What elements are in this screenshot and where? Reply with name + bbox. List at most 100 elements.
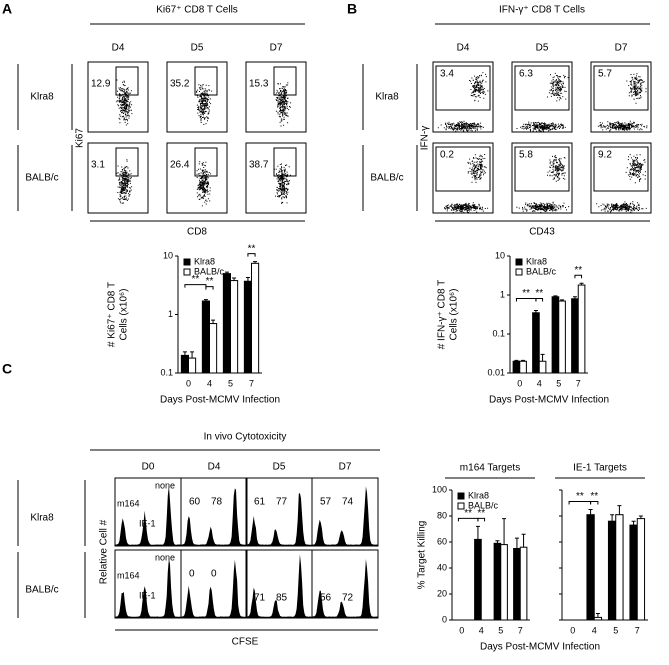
- error-bar: [521, 533, 526, 548]
- error-bar: [211, 319, 216, 324]
- bar: [474, 538, 482, 621]
- error-bar: [514, 359, 519, 362]
- bar: [607, 520, 617, 621]
- gate-value: 5.8: [519, 150, 533, 161]
- gate: [514, 146, 570, 192]
- legend-label: Klra8: [468, 490, 489, 500]
- gate: [115, 66, 139, 96]
- x-tick-label: 7: [576, 378, 581, 388]
- x-axis-label: Days Post-MCMV Infection: [160, 395, 280, 406]
- legend-swatch: [515, 268, 523, 276]
- plot-frame: [245, 61, 307, 133]
- error-bar: [610, 514, 615, 522]
- killing-value: 57: [320, 497, 332, 508]
- gate-value: 26.4: [170, 160, 190, 171]
- y-tick-label: 0: [442, 614, 447, 624]
- error-bar: [253, 261, 258, 264]
- gate-value: 3.4: [440, 69, 454, 80]
- bar: [180, 354, 190, 374]
- histogram: [312, 559, 378, 618]
- y-tick-label: 60: [437, 536, 447, 546]
- significance-bracket: [477, 517, 486, 522]
- x-tick-label: 5: [556, 378, 561, 388]
- error-bar: [533, 310, 538, 313]
- plot-frame: [511, 61, 573, 133]
- bar: [636, 518, 646, 621]
- bar: [222, 273, 232, 374]
- histogram: [246, 493, 312, 546]
- error-bar: [203, 299, 208, 302]
- error-bar: [617, 505, 622, 515]
- events: [116, 79, 133, 126]
- y-tick-label: 10: [163, 250, 173, 260]
- x-tick-label: 5: [613, 625, 618, 635]
- bar: [551, 296, 560, 374]
- plot-frame: [87, 61, 149, 133]
- bar: [230, 280, 239, 374]
- y-tick-label: 1: [168, 309, 173, 319]
- row-label: Klra8: [30, 92, 54, 103]
- x-tick-label: 4: [479, 625, 484, 635]
- row-label: Klra8: [375, 92, 399, 103]
- bar: [201, 300, 211, 374]
- legend-swatch: [457, 492, 465, 500]
- histogram: [181, 488, 247, 546]
- error-bar: [224, 271, 229, 274]
- significance-bracket: [535, 298, 544, 302]
- gate: [593, 146, 649, 192]
- column-label: D4: [208, 462, 221, 473]
- panel-title: Ki67⁺ CD8 T Cells: [156, 5, 238, 16]
- column-label: D5: [536, 43, 549, 54]
- x-tick-label: 0: [459, 625, 464, 635]
- x-tick-label: 0: [517, 378, 522, 388]
- error-bar: [502, 518, 507, 545]
- gate: [194, 147, 218, 177]
- column-label: D4: [457, 43, 470, 54]
- gate: [115, 147, 139, 177]
- error-bar: [514, 537, 519, 549]
- error-bar: [560, 299, 565, 302]
- significance-bracket: [590, 501, 599, 505]
- significance-bracket: [247, 253, 256, 257]
- gate-value: 5.7: [598, 69, 612, 80]
- chart-title: IE-1 Targets: [573, 463, 627, 474]
- row-label: BALB/c: [25, 585, 58, 596]
- column-label: D0: [142, 462, 155, 473]
- gate-value: 6.3: [519, 69, 533, 80]
- x-tick-label: 4: [537, 378, 542, 388]
- x-tick-label: 0: [570, 625, 575, 635]
- killing-value: 0: [189, 569, 195, 580]
- events: [437, 72, 489, 132]
- bar: [538, 360, 547, 374]
- killing-value: 77: [276, 497, 288, 508]
- y-axis-label: # IFN-γ⁺ CD8 T: [437, 280, 448, 350]
- bar: [558, 300, 566, 374]
- plot-frame: [511, 142, 573, 214]
- histogram: [115, 558, 181, 618]
- histogram: [246, 554, 312, 618]
- column-label: D7: [339, 462, 352, 473]
- x-tick-label: 4: [592, 625, 597, 635]
- x-axis-label: CD43: [529, 227, 555, 238]
- significance-label: **: [590, 491, 598, 502]
- bar: [577, 284, 586, 374]
- y-tick-label: 20: [437, 588, 447, 598]
- peak-label: none: [155, 552, 175, 562]
- row-label: Klra8: [30, 513, 54, 524]
- plot-frame: [590, 61, 652, 133]
- events: [597, 73, 648, 132]
- plot-frame: [432, 142, 494, 214]
- peak-label: IE-1: [139, 590, 156, 600]
- gate: [593, 65, 649, 111]
- gate-value: 12.9: [91, 79, 111, 90]
- y-axis-label: Ki67: [75, 128, 86, 148]
- panel-letter: C: [2, 361, 12, 377]
- error-bar: [475, 525, 480, 540]
- error-bar: [182, 351, 187, 356]
- x-tick-label: 7: [518, 625, 523, 635]
- significance-label: **: [206, 276, 214, 287]
- histogram: [312, 486, 378, 546]
- plot-frame: [87, 142, 149, 214]
- significance-label: **: [576, 491, 584, 502]
- events: [116, 159, 133, 204]
